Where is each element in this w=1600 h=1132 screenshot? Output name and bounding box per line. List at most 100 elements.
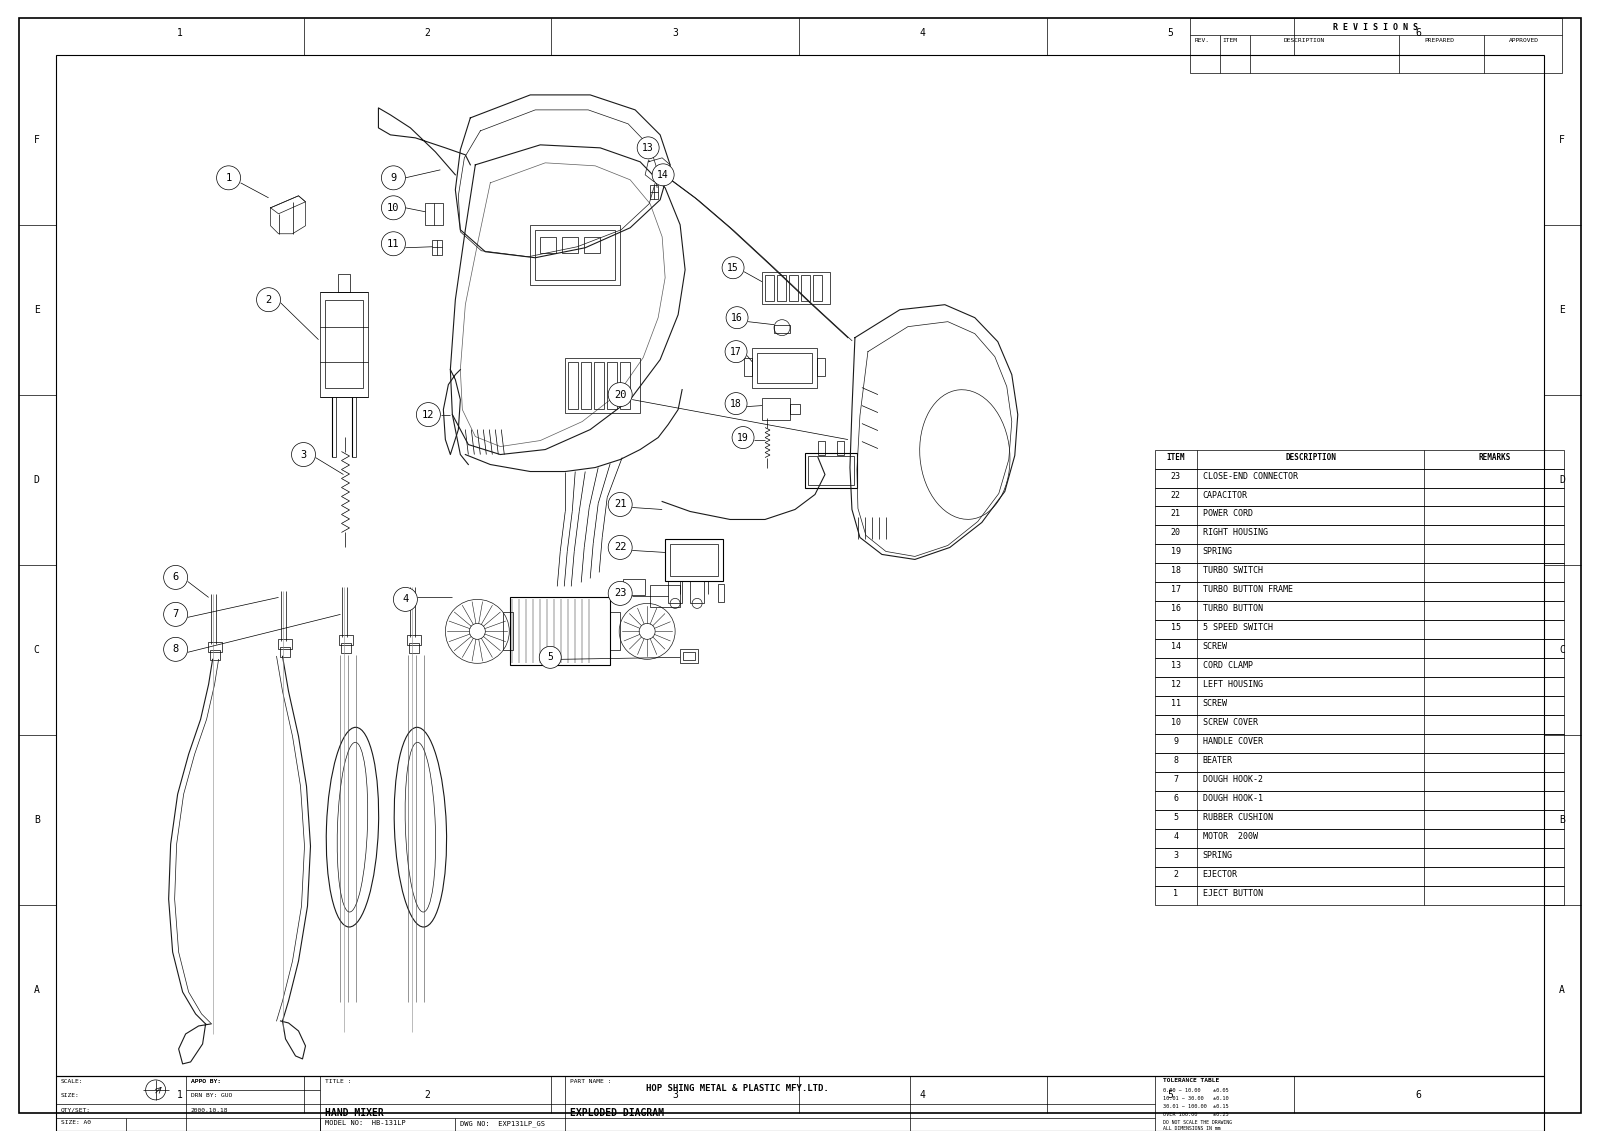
Text: REMARKS: REMARKS <box>1478 453 1510 462</box>
Text: 4: 4 <box>920 1090 926 1100</box>
Bar <box>774 325 790 333</box>
Bar <box>341 643 352 653</box>
Text: DWG NO:  EXP131LP_GS: DWG NO: EXP131LP_GS <box>461 1120 546 1126</box>
Text: A: A <box>1560 986 1565 995</box>
Bar <box>805 453 858 488</box>
Text: 2: 2 <box>1173 871 1178 880</box>
Text: MODEL NO:  HB-131LP: MODEL NO: HB-131LP <box>325 1120 406 1126</box>
Bar <box>426 203 443 225</box>
Bar <box>790 404 800 413</box>
Text: TURBO SWITCH: TURBO SWITCH <box>1203 566 1262 575</box>
Bar <box>808 455 854 484</box>
Text: 21: 21 <box>1171 509 1181 518</box>
Circle shape <box>291 443 315 466</box>
Bar <box>752 348 818 387</box>
Text: 13: 13 <box>1171 661 1181 670</box>
Text: LEFT HOUSING: LEFT HOUSING <box>1203 680 1262 689</box>
Bar <box>1155 753 1565 772</box>
Text: EJECT BUTTON: EJECT BUTTON <box>1203 889 1262 898</box>
Bar <box>606 361 618 409</box>
Bar <box>622 580 645 595</box>
Text: E: E <box>1560 305 1565 315</box>
Text: 2: 2 <box>424 28 430 38</box>
Bar <box>1155 640 1565 659</box>
Bar <box>610 612 621 651</box>
Text: SPRING: SPRING <box>1203 548 1232 557</box>
Bar <box>818 440 826 455</box>
Text: 22: 22 <box>1171 490 1181 499</box>
Text: 17: 17 <box>730 346 742 357</box>
Circle shape <box>637 137 659 158</box>
Circle shape <box>381 232 405 256</box>
Text: TURBO BUTTON FRAME: TURBO BUTTON FRAME <box>1203 585 1293 594</box>
Text: 18: 18 <box>1171 566 1181 575</box>
Bar <box>410 643 419 653</box>
Circle shape <box>608 492 632 516</box>
Text: HAND MIXER: HAND MIXER <box>325 1108 384 1118</box>
Text: SCREW COVER: SCREW COVER <box>1203 719 1258 727</box>
Text: APPO BY:: APPO BY: <box>190 1079 221 1084</box>
Circle shape <box>725 393 747 414</box>
Bar <box>650 185 658 199</box>
Bar <box>670 544 718 576</box>
Text: ITEM: ITEM <box>1166 453 1186 462</box>
Text: CORD CLAMP: CORD CLAMP <box>1203 661 1253 670</box>
Bar <box>1155 449 1565 469</box>
Text: 2: 2 <box>266 294 272 305</box>
Text: 14: 14 <box>1171 642 1181 651</box>
Text: 3: 3 <box>1173 851 1178 860</box>
Text: 5: 5 <box>547 652 554 662</box>
Bar <box>325 300 363 387</box>
Text: 0.00 ~ 10.00    ±0.05: 0.00 ~ 10.00 ±0.05 <box>1163 1088 1229 1092</box>
Text: 10: 10 <box>1171 719 1181 727</box>
Text: DESCRIPTION: DESCRIPTION <box>1285 453 1336 462</box>
Text: 4: 4 <box>920 28 926 38</box>
Text: 23: 23 <box>1171 472 1181 480</box>
Text: 22: 22 <box>614 542 627 552</box>
Text: HANDLE COVER: HANDLE COVER <box>1203 737 1262 746</box>
Bar <box>813 275 822 301</box>
Text: OVER 100.00     ±0.25: OVER 100.00 ±0.25 <box>1163 1112 1229 1117</box>
Bar <box>339 635 354 645</box>
Circle shape <box>608 383 632 406</box>
Bar <box>584 237 600 252</box>
Bar <box>621 361 630 409</box>
Bar <box>802 275 810 301</box>
Bar <box>1155 735 1565 753</box>
Text: 5 SPEED SWITCH: 5 SPEED SWITCH <box>1203 624 1272 633</box>
Text: APPO BY:: APPO BY: <box>190 1079 221 1084</box>
Bar <box>1155 620 1565 640</box>
Bar <box>1155 469 1565 488</box>
Bar <box>432 240 442 255</box>
Text: F: F <box>34 135 40 145</box>
Text: 9: 9 <box>1173 737 1178 746</box>
Text: 5: 5 <box>1173 813 1178 822</box>
Text: DRN BY: GUO: DRN BY: GUO <box>190 1092 232 1098</box>
Text: 16: 16 <box>1171 604 1181 614</box>
Bar <box>1155 829 1565 848</box>
Text: E: E <box>34 305 40 315</box>
Text: CLOSE-END CONNECTOR: CLOSE-END CONNECTOR <box>1203 472 1298 480</box>
Circle shape <box>163 565 187 590</box>
Circle shape <box>381 196 405 220</box>
Text: 6: 6 <box>1173 795 1178 804</box>
Text: SPRING: SPRING <box>1203 851 1232 860</box>
Text: 3: 3 <box>301 449 307 460</box>
Circle shape <box>416 403 440 427</box>
Bar <box>1155 791 1565 811</box>
Text: 20: 20 <box>614 389 627 400</box>
Bar <box>757 353 811 383</box>
Text: TURBO BUTTON: TURBO BUTTON <box>1203 604 1262 614</box>
Text: 7: 7 <box>173 609 179 619</box>
Text: 1: 1 <box>176 1090 182 1100</box>
Text: 5: 5 <box>1168 28 1173 38</box>
Text: 11: 11 <box>387 239 400 249</box>
Text: 30.01 ~ 100.00  ±0.15: 30.01 ~ 100.00 ±0.15 <box>1163 1104 1229 1109</box>
Text: RUBBER CUSHION: RUBBER CUSHION <box>1203 813 1272 822</box>
Text: 3: 3 <box>672 28 678 38</box>
Bar <box>594 361 605 409</box>
Bar <box>1155 867 1565 886</box>
Text: 1: 1 <box>226 173 232 183</box>
Text: HOP SHING METAL & PLASTIC MFY.LTD.: HOP SHING METAL & PLASTIC MFY.LTD. <box>646 1084 829 1092</box>
Text: B: B <box>1560 815 1565 825</box>
